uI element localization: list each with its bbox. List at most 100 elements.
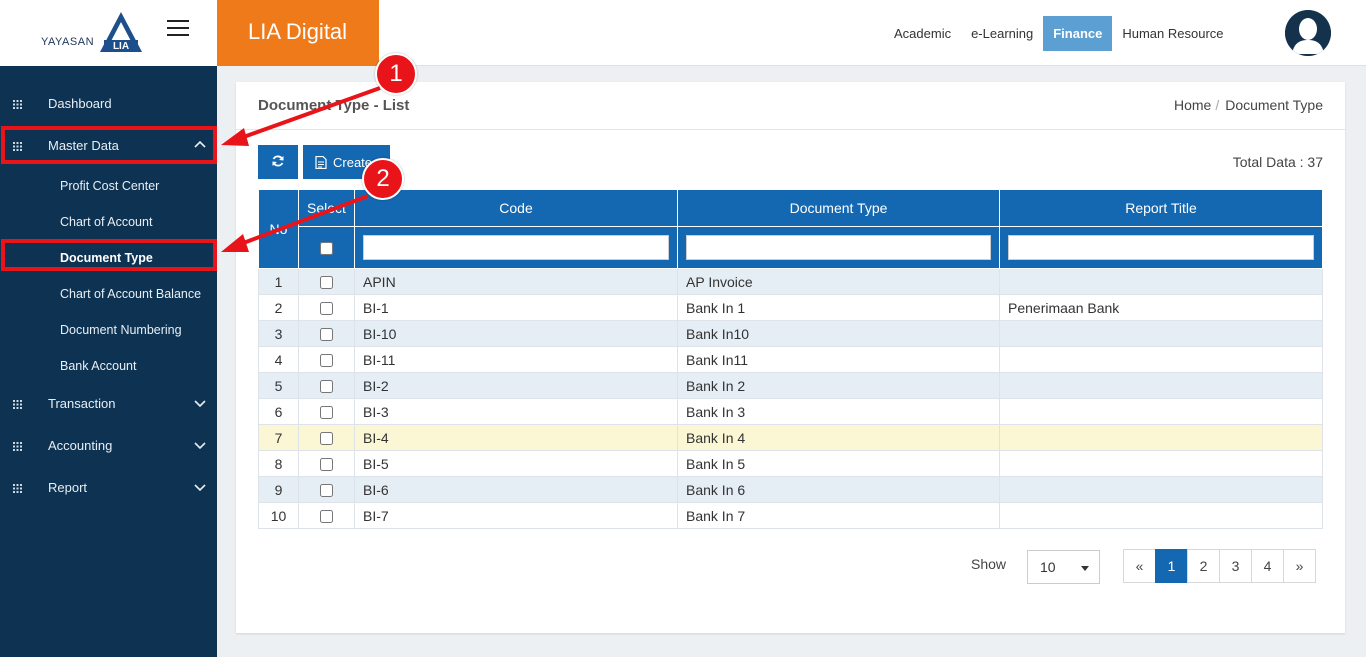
page-size-select[interactable]: 10: [1027, 550, 1100, 584]
sidebar: Dashboard Master Data Profit Cost Center…: [0, 66, 217, 657]
nav-human-resource[interactable]: Human Resource: [1122, 26, 1224, 41]
row-checkbox[interactable]: [320, 432, 333, 446]
col-report-title[interactable]: Report Title: [999, 189, 1323, 227]
cell-document-type: Bank In11: [677, 346, 1000, 373]
col-code[interactable]: Code: [354, 189, 678, 227]
filter-report-title-input[interactable]: [1008, 235, 1314, 260]
cell-document-type: Bank In 4: [677, 424, 1000, 451]
chevron-down-icon: [194, 442, 206, 450]
grid-icon: [13, 100, 22, 109]
cell-report-title: [999, 398, 1323, 425]
row-checkbox[interactable]: [320, 302, 333, 316]
cell-code: BI-6: [354, 476, 678, 503]
cell-no: 9: [258, 476, 299, 503]
row-checkbox[interactable]: [320, 276, 333, 290]
cell-report-title: [999, 450, 1323, 477]
row-checkbox[interactable]: [320, 484, 333, 498]
page-4-button[interactable]: 4: [1251, 549, 1284, 583]
chevron-down-icon: [194, 484, 206, 492]
cell-code: BI-5: [354, 450, 678, 477]
nav-academic[interactable]: Academic: [894, 26, 952, 41]
cell-document-type: Bank In 5: [677, 450, 1000, 477]
cell-no: 7: [258, 424, 299, 451]
row-checkbox[interactable]: [320, 406, 333, 420]
page-next-button[interactable]: »: [1283, 549, 1316, 583]
sidebar-item-label: Report: [48, 480, 88, 495]
sidebar-subitem-document-type[interactable]: Document Type: [60, 251, 153, 265]
page-1-button[interactable]: 1: [1155, 549, 1188, 583]
sidebar-item-accounting[interactable]: Accounting: [0, 426, 217, 466]
page-title: Document Type - List: [258, 97, 410, 114]
table-row[interactable]: 5 BI-2 Bank In 2: [258, 372, 1323, 399]
page-3-button[interactable]: 3: [1219, 549, 1252, 583]
refresh-icon: [272, 155, 284, 166]
sidebar-item-report[interactable]: Report: [0, 468, 217, 508]
caret-down-icon: [1081, 566, 1089, 571]
step-1-badge: 1: [375, 53, 417, 95]
table-row[interactable]: 6 BI-3 Bank In 3: [258, 398, 1323, 425]
row-checkbox[interactable]: [320, 328, 333, 342]
sidebar-item-transaction[interactable]: Transaction: [0, 384, 217, 424]
table-row[interactable]: 3 BI-10 Bank In10: [258, 320, 1323, 347]
cell-select: [298, 424, 355, 451]
nav-elearning[interactable]: e-Learning: [971, 26, 1034, 41]
cell-code: BI-4: [354, 424, 678, 451]
show-label: Show: [971, 556, 1007, 572]
logo-text: YAYASAN: [41, 36, 95, 48]
pagination: « 1 2 3 4 »: [1123, 549, 1316, 583]
cell-code: BI-11: [354, 346, 678, 373]
sidebar-item-master-data[interactable]: Master Data: [0, 126, 217, 166]
sidebar-item-label: Master Data: [48, 138, 119, 153]
row-checkbox[interactable]: [320, 354, 333, 368]
filter-cell: [354, 226, 678, 269]
cell-no: 3: [258, 320, 299, 347]
filter-code-input[interactable]: [363, 235, 669, 260]
step-2-badge: 2: [362, 158, 404, 200]
page-2-button[interactable]: 2: [1187, 549, 1220, 583]
user-avatar[interactable]: [1285, 10, 1331, 56]
row-checkbox[interactable]: [320, 510, 333, 524]
row-checkbox[interactable]: [320, 380, 333, 394]
table-row[interactable]: 9 BI-6 Bank In 6: [258, 476, 1323, 503]
filter-document-type-input[interactable]: [686, 235, 991, 260]
select-all-checkbox[interactable]: [320, 242, 333, 256]
cell-select: [298, 476, 355, 503]
sidebar-subitem-chart-of-account-balance[interactable]: Chart of Account Balance: [60, 287, 202, 301]
cell-select: [298, 502, 355, 529]
grid-icon: [13, 484, 22, 493]
cell-report-title: [999, 476, 1323, 503]
sidebar-subitem-profit-cost-center[interactable]: Profit Cost Center: [60, 179, 160, 193]
sidebar-item-dashboard[interactable]: Dashboard: [0, 84, 217, 124]
nav-finance[interactable]: Finance: [1043, 16, 1113, 51]
col-document-type[interactable]: Document Type: [677, 189, 1000, 227]
grid-icon: [13, 400, 22, 409]
table-row-hovered[interactable]: 7 BI-4 Bank In 4: [258, 424, 1323, 451]
document-type-table: No Select Code Document Type Report Titl…: [258, 189, 1323, 529]
table-row[interactable]: 10 BI-7 Bank In 7: [258, 502, 1323, 529]
table-row[interactable]: 4 BI-11 Bank In11: [258, 346, 1323, 373]
row-checkbox[interactable]: [320, 458, 333, 472]
sidebar-subitem-bank-account[interactable]: Bank Account: [60, 359, 137, 373]
sidebar-subitem-chart-of-account[interactable]: Chart of Account: [60, 215, 153, 229]
cell-code: BI-3: [354, 398, 678, 425]
col-no: No: [258, 189, 299, 269]
breadcrumb-current: Document Type: [1225, 97, 1323, 113]
page-prev-button[interactable]: «: [1123, 549, 1156, 583]
cell-document-type: Bank In 6: [677, 476, 1000, 503]
create-label: Create: [333, 154, 373, 170]
filter-cell: [999, 226, 1323, 269]
content-card: Document Type - List Home / Document Type …: [236, 82, 1345, 633]
table-row[interactable]: 8 BI-5 Bank In 5: [258, 450, 1323, 477]
grid-icon: [13, 142, 22, 151]
breadcrumb-home[interactable]: Home: [1173, 97, 1212, 113]
table-row[interactable]: 1 APIN AP Invoice: [258, 268, 1323, 295]
top-bar: YAYASAN LIA LIA Digital Academic e-Learn…: [0, 0, 1366, 66]
refresh-button[interactable]: [258, 145, 298, 179]
select-all-cell: [298, 226, 355, 269]
cell-select: [298, 398, 355, 425]
menu-toggle-icon[interactable]: [167, 20, 189, 38]
table-row[interactable]: 2 BI-1 Bank In 1 Penerimaan Bank: [258, 294, 1323, 321]
cell-code: BI-7: [354, 502, 678, 529]
lia-logo-icon: LIA: [100, 12, 142, 52]
sidebar-subitem-document-numbering[interactable]: Document Numbering: [60, 323, 182, 337]
